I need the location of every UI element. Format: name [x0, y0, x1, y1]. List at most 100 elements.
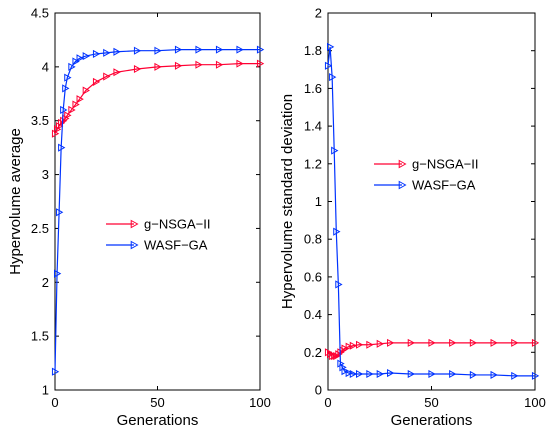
data-point [449, 338, 457, 347]
data-point [64, 111, 72, 120]
data-point [68, 62, 76, 71]
data-point [341, 344, 349, 353]
data-point [256, 45, 265, 54]
data-point [133, 46, 142, 55]
data-point [387, 338, 395, 347]
legend-label: WASF−GA [412, 178, 476, 193]
data-point [92, 77, 101, 86]
y-tick-label: 2.5 [31, 221, 49, 236]
data-point [174, 61, 183, 70]
data-point [335, 350, 343, 359]
legend-marker [398, 159, 407, 169]
data-point [329, 73, 337, 82]
data-point [113, 68, 121, 77]
legend: g−NSGA−II WASF−GA [368, 150, 503, 200]
data-point [60, 105, 68, 114]
data-point [215, 60, 224, 69]
data-point [215, 45, 224, 54]
data-point [236, 45, 244, 54]
x-tick-label: 100 [524, 395, 546, 410]
legend-marker [130, 240, 139, 250]
data-point [337, 359, 345, 368]
x-tick-label: 50 [150, 395, 164, 410]
data-point [113, 47, 121, 56]
y-tick-label: 1.6 [304, 81, 322, 96]
data-point [53, 269, 62, 278]
legend-label: g−NSGA−II [412, 157, 478, 172]
data-point [428, 338, 436, 347]
data-point [92, 49, 101, 58]
y-axis-label: Hypervolume average [7, 128, 24, 275]
data-point [387, 368, 395, 378]
data-point [53, 125, 62, 134]
data-point [72, 57, 80, 66]
data-point [68, 105, 76, 114]
data-point [154, 46, 162, 55]
y-axis-label: Hypervolume standard deviation [279, 94, 296, 309]
y-tick-label: 0 [315, 383, 322, 398]
chart-hypervolume-std: 0 50 100 0 0.2 0.4 0.6 0.8 1 1.2 1.4 1.6 1.8 2 Generat… [279, 6, 546, 430]
y-tick-label: 3.5 [31, 113, 49, 128]
series-wasf-ga [324, 42, 540, 380]
data-point [376, 369, 384, 379]
data-point [76, 95, 84, 104]
data-point [329, 352, 337, 361]
data-point [56, 208, 64, 217]
chart-hypervolume-average: 0 50 100 1 1.5 2 2.5 3 3.5 4 4.5 Generations Hypervo… [7, 6, 271, 430]
y-tick-label: 2 [315, 6, 322, 21]
legend-marker [398, 180, 407, 190]
series-g-nsga-ii [51, 59, 265, 138]
data-point [327, 42, 335, 51]
data-point [469, 370, 478, 379]
data-point [376, 339, 384, 348]
data-point [60, 116, 68, 125]
y-tick-label: 4 [42, 59, 49, 74]
data-point [133, 64, 142, 74]
legend-label: WASF−GA [144, 238, 208, 253]
series-wasf-ga [51, 45, 265, 376]
x-tick-label: 0 [324, 395, 331, 410]
x-axis-label: Generations [391, 412, 473, 429]
series-line [54, 63, 260, 134]
legend-box [100, 210, 230, 260]
data-point [407, 338, 416, 347]
legend: g−NSGA−II WASF−GA [100, 210, 230, 260]
y-tick-label: 1.8 [304, 43, 322, 58]
data-point [174, 45, 183, 54]
data-point [333, 227, 341, 236]
plot-area-frame [327, 12, 536, 391]
data-point [531, 371, 540, 380]
legend-box [368, 150, 503, 200]
legend-label: g−NSGA−II [144, 217, 210, 232]
legend-marker [130, 219, 139, 229]
plot-area-frame [54, 12, 261, 391]
data-point [324, 61, 333, 70]
y-tick-label: 1.4 [304, 119, 322, 134]
data-point [103, 72, 111, 81]
x-tick-label: 100 [249, 395, 271, 410]
y-tick-label: 0.6 [304, 269, 322, 284]
data-point [324, 348, 333, 357]
data-point [355, 369, 364, 379]
data-point [82, 52, 90, 61]
data-point [64, 73, 72, 82]
data-point [195, 45, 203, 54]
x-tick-label: 50 [424, 395, 438, 410]
data-point [331, 146, 339, 155]
data-point [236, 59, 244, 68]
data-point [449, 369, 457, 379]
y-tick-label: 0.4 [304, 307, 322, 322]
data-point [195, 60, 203, 69]
data-point [333, 352, 341, 361]
series-line [54, 49, 260, 372]
data-point [82, 86, 90, 95]
data-point [511, 371, 519, 380]
y-tick-label: 1 [315, 194, 322, 209]
y-tick-label: 0.2 [304, 345, 322, 360]
data-point [256, 59, 265, 68]
data-point [335, 280, 343, 289]
y-tick-label: 2 [42, 275, 49, 290]
data-point [154, 62, 162, 71]
series-line [327, 46, 535, 377]
series-g-nsga-ii [324, 338, 540, 361]
